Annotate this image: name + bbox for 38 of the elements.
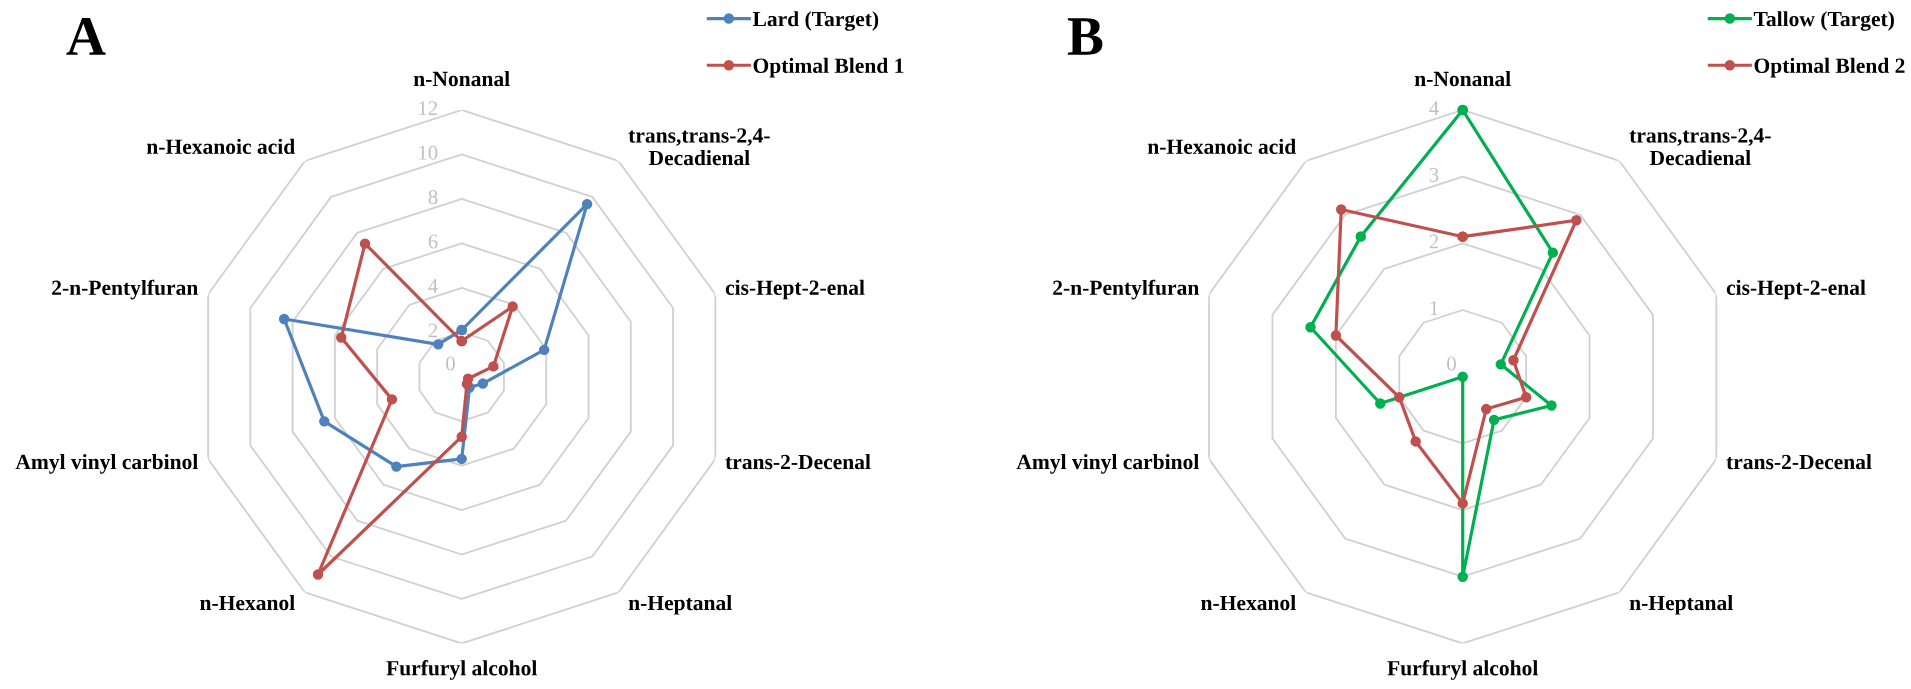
y-tick-label: 2 xyxy=(428,323,438,338)
y-tick-label: 0 xyxy=(446,356,455,371)
spoke-label: cis-Hept-2-enal xyxy=(725,279,865,300)
y-tick-label: 1 xyxy=(1430,301,1438,316)
y-tick-label: 6 xyxy=(428,234,438,249)
y-tick-label: 0 xyxy=(1447,356,1456,371)
y-tick-label: 2 xyxy=(1429,234,1439,249)
y-tick-label: 4 xyxy=(428,279,438,293)
spoke-label: n-Hexanol xyxy=(200,595,295,611)
spoke-label: n-Hexanol xyxy=(1201,595,1296,611)
spoke-label: trans-2-Decenal xyxy=(725,454,871,470)
legend-label: Optimal Blend 2 xyxy=(1754,57,1905,78)
spoke-label: Furfuryl alcohol xyxy=(1387,660,1538,680)
legend-label: Tallow (Target) xyxy=(1753,11,1894,31)
spoke-label: trans-2-Decenal xyxy=(1726,454,1872,470)
spoke-label: 2-n-Pentylfuran xyxy=(52,279,199,300)
y-tick-label: 3 xyxy=(1429,167,1439,182)
legend-label: Lard (Target) xyxy=(752,11,879,31)
spoke-label: trans,trans-2,4- Decadienal xyxy=(628,128,770,166)
chart-title: A xyxy=(66,18,106,55)
spoke-label: cis-Hept-2-enal xyxy=(1726,279,1866,300)
spoke-label: Furfuryl alcohol xyxy=(386,660,537,680)
spoke-label: Amyl vinyl carbinol xyxy=(1016,454,1199,474)
y-tick-label: 4 xyxy=(1429,101,1439,116)
y-tick-label: 12 xyxy=(419,101,438,116)
spoke-label: n-Heptanal xyxy=(628,595,732,615)
y-tick-label: 10 xyxy=(419,145,438,160)
spoke-label: n-Heptanal xyxy=(1629,595,1733,615)
y-tick-label: 8 xyxy=(428,190,438,205)
spoke-label: Amyl vinyl carbinol xyxy=(15,454,198,474)
legend-label: Optimal Blend 1 xyxy=(753,57,904,78)
spoke-label: n-Hexanoic acid xyxy=(146,138,295,154)
spoke-label: n-Nonanal xyxy=(1414,71,1511,87)
spoke-label: trans,trans-2,4- Decadienal xyxy=(1629,128,1771,166)
spoke-label: n-Nonanal xyxy=(413,71,510,87)
spoke-label: 2-n-Pentylfuran xyxy=(1053,279,1200,300)
chart-title: B xyxy=(1067,18,1103,55)
spoke-label: n-Hexanoic acid xyxy=(1147,138,1296,154)
